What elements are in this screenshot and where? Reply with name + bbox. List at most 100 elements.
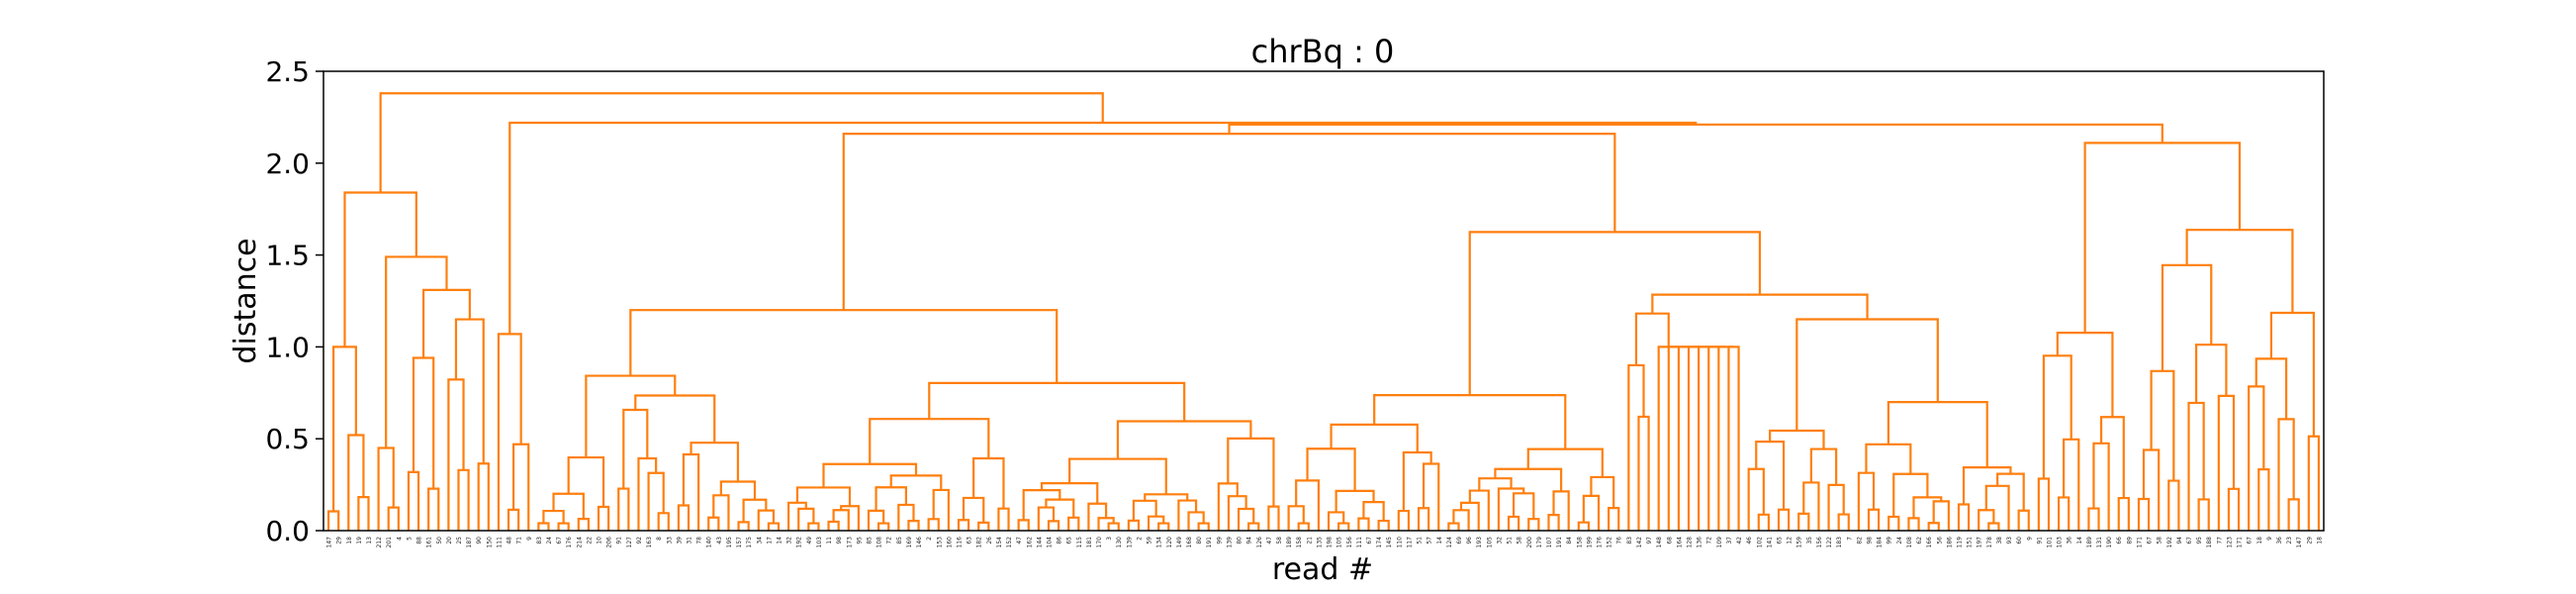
dendrogram-link xyxy=(719,480,757,500)
dendrogram-link xyxy=(1197,522,1210,531)
dendrogram-link xyxy=(385,255,448,448)
dendrogram-link xyxy=(867,509,885,531)
leaf-label: 116 xyxy=(956,537,963,548)
dendrogram-link xyxy=(767,522,781,531)
leaf-label: 83 xyxy=(1626,537,1633,544)
dendrogram-link xyxy=(997,507,1010,531)
leaf-label: 94 xyxy=(1246,537,1253,544)
leaf-label: 117 xyxy=(1406,537,1413,548)
leaf-label: 59 xyxy=(1147,537,1153,544)
leaf-label: 35 xyxy=(1806,537,1813,544)
dendrogram-link xyxy=(2227,487,2241,531)
chart-title: chrBq : 0 xyxy=(1251,33,1395,70)
dendrogram-link xyxy=(1447,522,1460,531)
dendrogram-link xyxy=(1886,401,1988,468)
dendrogram-link xyxy=(1797,512,1810,531)
leaf-label: 65 xyxy=(1777,537,1784,544)
leaf-label: 183 xyxy=(1836,537,1843,548)
dendrogram-link xyxy=(1747,467,1765,531)
dendrogram-link xyxy=(712,494,730,531)
leaf-label: 107 xyxy=(1546,537,1553,548)
dendrogram-link xyxy=(537,522,550,531)
leaf-label: 85 xyxy=(896,537,903,544)
leaf-label: 11 xyxy=(826,537,833,544)
leaf-label: 8 xyxy=(656,537,663,541)
leaf-label: 42 xyxy=(1736,537,1743,544)
dendrogram-link xyxy=(827,520,840,531)
x-axis-label: read # xyxy=(1272,552,1373,587)
leaf-label: 67 xyxy=(2186,537,2193,544)
leaf-label: 67 xyxy=(1366,537,1373,544)
leaf-label: 29 xyxy=(336,537,343,544)
leaf-label: 126 xyxy=(1256,537,1263,548)
dendrogram-link xyxy=(1769,429,1825,449)
leaf-label: 95 xyxy=(856,537,863,544)
leaf-label: 34 xyxy=(756,537,763,544)
leaf-label: 51 xyxy=(1507,537,1514,544)
dendrogram-link xyxy=(1337,522,1350,531)
dendrogram-link xyxy=(797,507,815,531)
dendrogram-link xyxy=(1512,492,1535,520)
leaf-label: 25 xyxy=(456,537,463,544)
leaf-label: 199 xyxy=(1586,537,1593,548)
dendrogram-link xyxy=(1627,363,1645,531)
dendrogram-link xyxy=(2217,394,2236,531)
leaf-label: 2 xyxy=(926,537,933,541)
dendrogram-link xyxy=(1306,447,1356,491)
leaf-label: 103 xyxy=(816,537,823,548)
dendrogram-link xyxy=(557,522,570,531)
leaf-label: 171 xyxy=(2136,537,2143,548)
leaf-label: 149 xyxy=(1176,537,1183,548)
dendrogram-link xyxy=(577,517,591,531)
dendrogram-link xyxy=(1297,522,1310,531)
leaf-label: 96 xyxy=(1466,537,1473,544)
dendrogram-link xyxy=(2277,418,2295,531)
dendrogram-link xyxy=(2092,442,2110,531)
dendrogram-link xyxy=(757,509,776,531)
dendrogram-link xyxy=(332,346,357,512)
leaf-label: 119 xyxy=(1956,537,1963,548)
leaf-label: 95 xyxy=(2196,537,2203,544)
leaf-label: 80 xyxy=(1237,537,1243,544)
dendrogram-link xyxy=(1402,450,1432,512)
leaf-label: 191 xyxy=(1206,537,1213,548)
leaf-label: 5 xyxy=(406,537,413,541)
leaf-label: 83 xyxy=(536,537,543,544)
leaf-label: 200 xyxy=(1526,537,1533,548)
dendrogram-link xyxy=(1452,509,1470,531)
dendrogram-link xyxy=(447,378,465,531)
dendrogram-link xyxy=(1295,479,1321,531)
leaf-label: 67 xyxy=(2147,537,2154,544)
dendrogram-link xyxy=(407,470,420,531)
leaf-label: 139 xyxy=(1226,537,1233,548)
leaf-label: 82 xyxy=(1856,537,1863,544)
leaf-label: 29 xyxy=(2306,537,2313,544)
dendrogram-link xyxy=(1547,514,1560,531)
leaf-label: 198 xyxy=(1327,537,1334,548)
leaf-label: 105 xyxy=(1336,537,1343,548)
y-axis: 0.0 0.5 1.0 1.5 2.0 2.5 xyxy=(265,55,323,547)
leaf-label: 98 xyxy=(1866,537,1873,544)
leaf-label: 105 xyxy=(1486,537,1493,548)
leaf-label: 161 xyxy=(426,537,433,548)
dendrogram-link xyxy=(807,522,820,531)
leaf-label: 150 xyxy=(486,537,493,548)
leaf-label: 23 xyxy=(2286,537,2293,544)
leaf-label: 14 xyxy=(2076,537,2083,544)
dendrogram-link xyxy=(927,518,940,531)
dendrogram-link xyxy=(1634,312,1670,365)
dendrogram-link xyxy=(2197,498,2210,531)
leaf-label: 76 xyxy=(1616,537,1623,544)
dendrogram-link xyxy=(387,506,400,531)
dendrogram-link xyxy=(1857,471,1876,531)
leaf-label: 176 xyxy=(1597,537,1604,548)
leaf-label: 141 xyxy=(1766,537,1773,548)
leaf-label: 188 xyxy=(2206,537,2213,548)
leaf-label: 135 xyxy=(1316,537,1323,548)
dendrogram-link xyxy=(1892,472,1929,517)
leaf-label: 7 xyxy=(1846,537,1853,541)
leaf-label: 108 xyxy=(876,537,883,548)
dendrogram-link xyxy=(1795,318,1939,432)
dendrogram-link xyxy=(1116,420,1252,459)
dendrogram-link xyxy=(497,333,522,531)
